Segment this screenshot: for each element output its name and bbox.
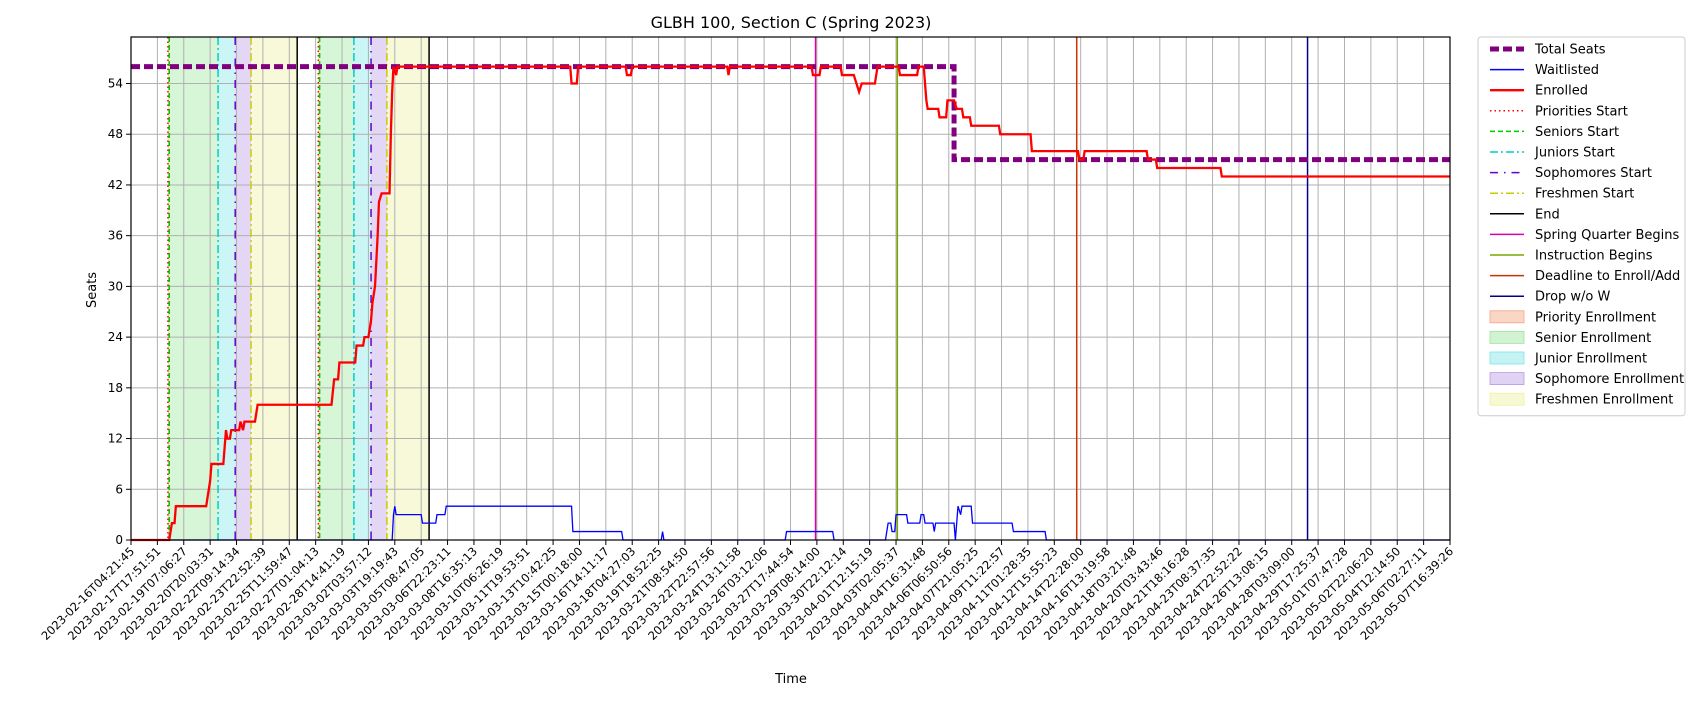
legend-item: Waitlisted: [1490, 63, 1599, 78]
legend-item: Freshmen Enrollment: [1489, 392, 1673, 408]
legend-item: Deadline to Enroll/Add: [1490, 269, 1680, 284]
y-tick-label: 54: [108, 76, 123, 90]
y-tick-label: 30: [108, 279, 123, 293]
legend-item: Drop w/o W: [1490, 290, 1611, 305]
legend-label: Spring Quarter Begins: [1535, 228, 1679, 243]
legend-label: Waitlisted: [1535, 63, 1599, 78]
legend-label: Senior Enrollment: [1535, 331, 1651, 346]
legend-swatch: [1489, 330, 1525, 344]
legend-label: Sophomores Start: [1535, 166, 1652, 181]
legend-swatch: [1489, 372, 1525, 386]
enrollment-period-span: [353, 37, 372, 540]
legend-label: Drop w/o W: [1535, 290, 1611, 305]
y-tick-label: 36: [108, 229, 123, 243]
enrollment-period-span: [218, 37, 236, 540]
legend-box: [1477, 36, 1686, 417]
legend-item: Priority Enrollment: [1489, 310, 1656, 325]
series-line-waitlisted: [131, 505, 1450, 541]
legend-item: Seniors Start: [1490, 125, 1619, 140]
legend-label: Sophomore Enrollment: [1535, 372, 1684, 387]
y-tick-label: 12: [108, 432, 123, 446]
enrollment-period-span: [235, 37, 252, 540]
x-axis-label: Time: [774, 672, 807, 687]
legend-label: Priorities Start: [1535, 104, 1628, 119]
y-tick-label: 6: [115, 482, 123, 496]
y-tick-label: 0: [115, 533, 123, 547]
enrollment-period-span: [371, 37, 387, 540]
plot-area: 0612182430364248542023-02-16T04:21:45202…: [38, 36, 1456, 643]
legend-item: Sophomores Start: [1490, 166, 1652, 181]
y-tick-label: 42: [108, 178, 123, 192]
legend-item: Freshmen Start: [1490, 187, 1634, 202]
legend-item: Instruction Begins: [1490, 249, 1653, 264]
y-axis-label: Seats: [85, 272, 100, 308]
legend-item: Senior Enrollment: [1489, 330, 1651, 346]
legend-label: Total Seats: [1534, 43, 1606, 58]
enrollment-period-span: [319, 37, 354, 540]
legend-swatch: [1489, 310, 1525, 324]
y-tick-label: 24: [108, 330, 123, 344]
legend-item: Sophomore Enrollment: [1489, 372, 1684, 387]
series-line-enrolled: [131, 65, 1450, 542]
legend-label: Seniors Start: [1535, 125, 1619, 140]
legend-label: Instruction Begins: [1535, 249, 1653, 264]
legend-item: Juniors Start: [1490, 146, 1615, 161]
legend-label: Priority Enrollment: [1535, 310, 1656, 325]
legend-label: Junior Enrollment: [1534, 352, 1647, 367]
y-tick-label: 48: [108, 127, 123, 141]
legend-label: Freshmen Start: [1535, 187, 1634, 202]
legend-label: End: [1535, 207, 1560, 222]
legend-item: Total Seats: [1490, 43, 1606, 58]
legend-swatch: [1489, 351, 1525, 365]
legend-item: Spring Quarter Begins: [1490, 228, 1679, 243]
legend: Total Seats Waitlisted Enrolled Priorities …: [1477, 36, 1686, 417]
enrollment-period-span: [386, 37, 430, 540]
chart-title: GLBH 100, Section C (Spring 2023): [651, 13, 932, 32]
legend-label: Freshmen Enrollment: [1535, 393, 1673, 408]
legend-label: Juniors Start: [1534, 146, 1615, 161]
legend-swatch: [1489, 392, 1525, 406]
legend-item: Priorities Start: [1490, 104, 1628, 119]
y-tick-label: 18: [108, 381, 123, 395]
legend-label: Deadline to Enroll/Add: [1535, 269, 1680, 284]
legend-item: End: [1490, 207, 1560, 222]
legend-item: Enrolled: [1490, 84, 1588, 99]
enrollment-period-span: [251, 37, 298, 540]
legend-item: Junior Enrollment: [1489, 351, 1647, 367]
legend-label: Enrolled: [1535, 84, 1588, 99]
